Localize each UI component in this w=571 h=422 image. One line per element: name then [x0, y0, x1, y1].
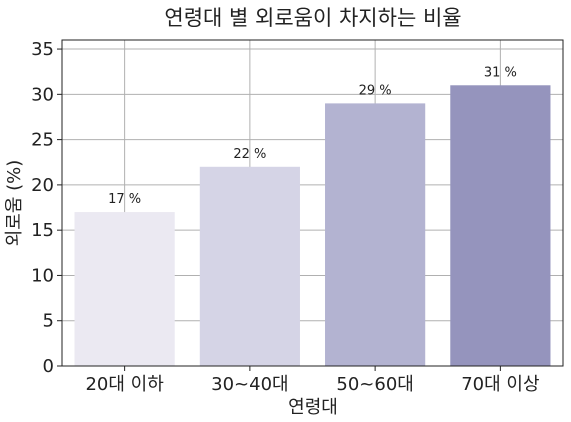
y-tick-label: 30: [31, 84, 54, 105]
data-label: 17 %: [108, 192, 141, 207]
data-labels: 17 % 22 % 29 % 31 %: [108, 65, 517, 207]
bars: [74, 85, 551, 367]
x-tick-label: 30~40대: [211, 374, 288, 395]
x-tick-label: 20대 이하: [85, 374, 164, 395]
y-tick-label: 35: [31, 39, 54, 60]
bar: [199, 166, 300, 366]
y-axis-ticks: 0 5 10 15 20 25 30 35: [31, 39, 62, 377]
y-tick-label: 5: [43, 311, 54, 332]
bar: [450, 85, 551, 367]
y-axis-label: 외로움 (%): [4, 160, 25, 247]
plot-frame: [61, 39, 564, 367]
y-tick-label: 20: [31, 175, 54, 196]
data-label: 22 %: [233, 147, 266, 162]
y-tick-label: 0: [43, 356, 54, 377]
x-tick-label: 70대 이상: [461, 374, 539, 395]
y-tick-label: 10: [31, 265, 54, 286]
y-tick-label: 15: [31, 220, 54, 241]
data-label: 29 %: [359, 83, 392, 98]
bar: [74, 212, 175, 366]
data-label: 31 %: [484, 65, 517, 80]
x-axis-ticks: 20대 이하 30~40대 50~60대 70대 이상: [85, 366, 540, 395]
x-axis-label: 연령대: [288, 397, 338, 418]
y-tick-label: 25: [31, 130, 54, 151]
bar: [325, 103, 426, 366]
x-tick-label: 50~60대: [336, 374, 413, 395]
chart-title: 연령대 별 외로움이 차지하는 비율: [164, 6, 461, 30]
